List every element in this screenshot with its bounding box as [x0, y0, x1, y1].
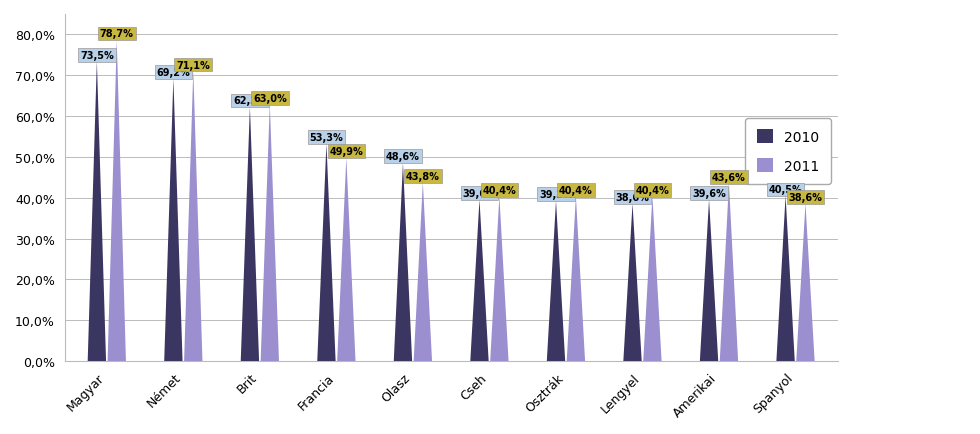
Legend: 2010, 2011: 2010, 2011 [746, 119, 831, 184]
Text: 40,4%: 40,4% [482, 185, 516, 195]
Text: 38,6%: 38,6% [789, 193, 822, 203]
Polygon shape [470, 200, 489, 361]
Text: 43,6%: 43,6% [712, 172, 746, 182]
Text: 62,3%: 62,3% [233, 96, 267, 106]
Text: 38,6%: 38,6% [615, 193, 650, 203]
Text: 40,5%: 40,5% [768, 185, 803, 195]
Polygon shape [623, 204, 642, 361]
Polygon shape [241, 108, 259, 361]
Text: 53,3%: 53,3% [310, 133, 343, 143]
Polygon shape [108, 41, 126, 361]
Polygon shape [547, 201, 565, 361]
Text: 40,4%: 40,4% [636, 185, 669, 195]
Polygon shape [414, 183, 432, 361]
Polygon shape [318, 144, 335, 361]
Text: 48,6%: 48,6% [386, 152, 419, 162]
Text: 73,5%: 73,5% [80, 51, 114, 61]
Text: 43,8%: 43,8% [406, 171, 440, 181]
Text: 39,6%: 39,6% [692, 189, 726, 199]
Text: 69,2%: 69,2% [157, 68, 190, 78]
Polygon shape [394, 163, 413, 361]
Text: 63,0%: 63,0% [253, 93, 287, 103]
Text: 40,4%: 40,4% [559, 185, 593, 195]
Polygon shape [776, 196, 795, 361]
Polygon shape [87, 62, 106, 361]
Polygon shape [261, 105, 279, 361]
Polygon shape [337, 158, 356, 361]
Polygon shape [700, 200, 718, 361]
Text: 49,9%: 49,9% [329, 147, 364, 157]
Polygon shape [490, 197, 509, 361]
Text: 71,1%: 71,1% [176, 60, 210, 70]
Text: 78,7%: 78,7% [100, 30, 133, 39]
Text: 39,3%: 39,3% [539, 190, 573, 200]
Polygon shape [643, 197, 662, 361]
Polygon shape [566, 197, 585, 361]
Polygon shape [797, 204, 814, 361]
Text: 39,6%: 39,6% [463, 189, 496, 199]
Polygon shape [184, 72, 203, 361]
Polygon shape [719, 184, 738, 361]
Polygon shape [165, 79, 182, 361]
